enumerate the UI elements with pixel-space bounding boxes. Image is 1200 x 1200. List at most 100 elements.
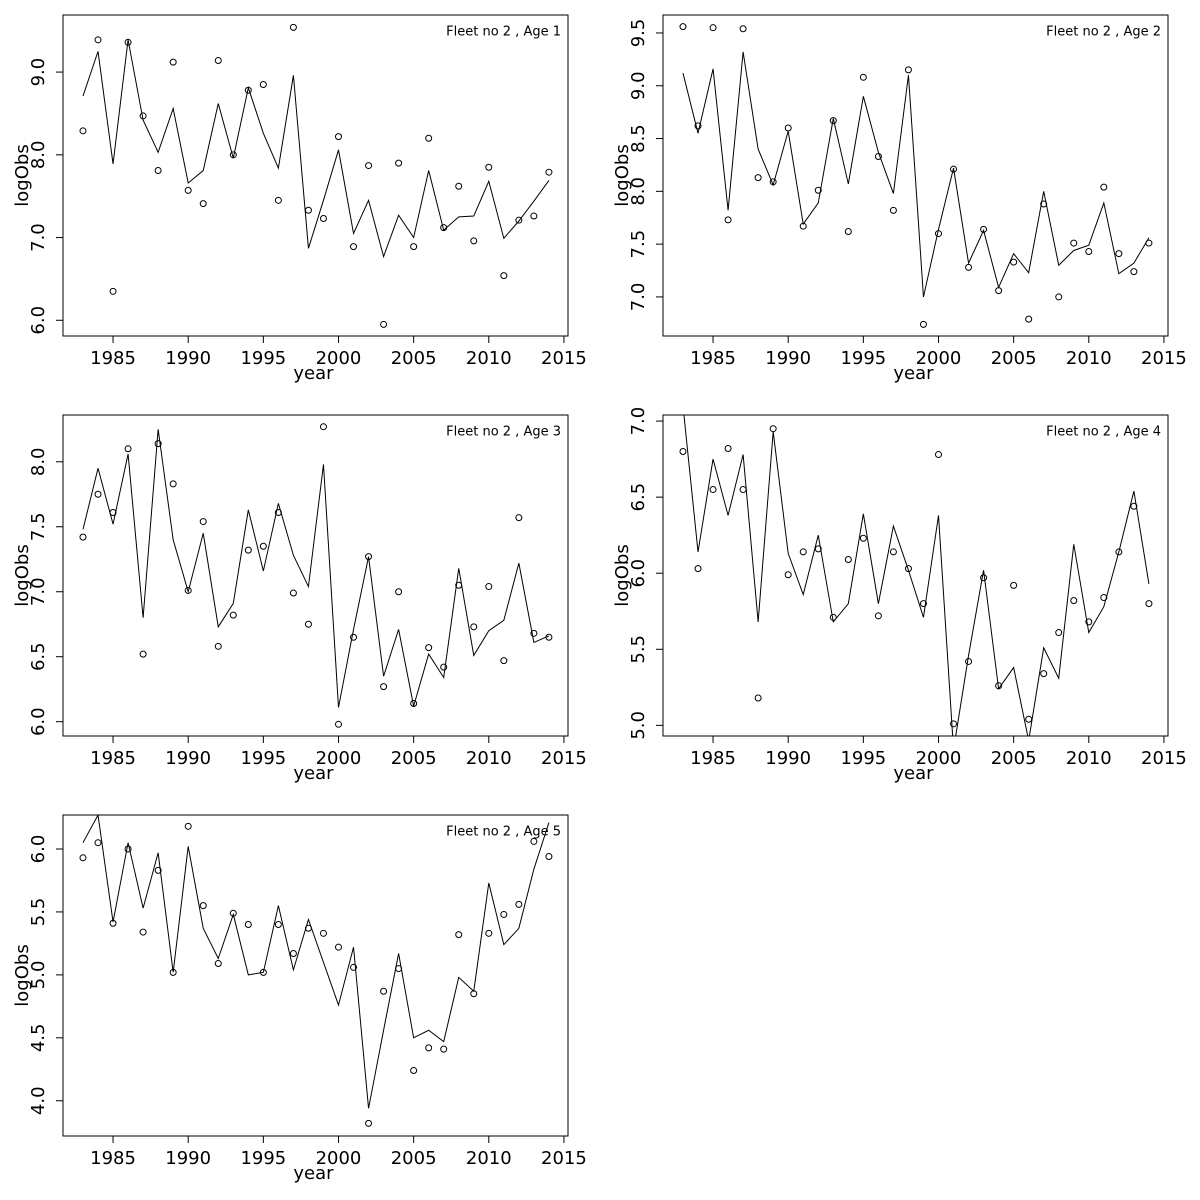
observation-point [694, 565, 702, 573]
observation-point [154, 167, 162, 175]
plot-box [662, 414, 1169, 737]
observation-point [79, 854, 87, 862]
y-tick-label: 5.0 [28, 961, 49, 990]
plot-area [79, 815, 553, 1127]
observation-point [1070, 239, 1078, 247]
observation-point [934, 451, 942, 459]
observation-point [79, 127, 87, 135]
fitted-line [682, 51, 1150, 298]
plot-box [62, 14, 569, 337]
observation-point [1130, 502, 1138, 510]
observation-point [124, 38, 132, 46]
observation-point [1145, 600, 1153, 608]
observation-point [109, 287, 117, 295]
observation-point [139, 928, 147, 936]
y-tick-label: 6.5 [28, 642, 49, 671]
y-tick-label: 9.0 [28, 58, 49, 87]
panel-title: Fleet no 2 , Age 1 [446, 25, 561, 40]
x-tick-label: 1990 [165, 348, 211, 369]
y-tick-label: 4.5 [28, 1023, 49, 1052]
observation-point [365, 1119, 373, 1127]
observation-point [859, 534, 867, 542]
observation-point [1010, 581, 1018, 589]
observation-point [844, 227, 852, 235]
observation-point [485, 929, 493, 937]
x-tick-label: 1995 [840, 748, 886, 769]
x-tick-label: 2000 [316, 1148, 362, 1169]
observation-point [304, 206, 312, 214]
plot-box [62, 414, 569, 737]
y-tick-label: 8.0 [628, 177, 649, 206]
observation-point [799, 548, 807, 556]
observation-point [515, 900, 523, 908]
observation-point [500, 910, 508, 918]
y-axis-label: logObs [612, 544, 633, 606]
x-tick-label: 2005 [991, 748, 1037, 769]
observation-point [859, 73, 867, 81]
observation-point [904, 66, 912, 74]
x-tick-label: 1990 [165, 1148, 211, 1169]
x-tick-label: 1995 [840, 348, 886, 369]
x-tick-label: 2010 [466, 1148, 512, 1169]
x-axis-label: year [893, 763, 934, 784]
observation-point [124, 845, 132, 853]
plot-area [679, 23, 1153, 328]
fitted-line [82, 39, 550, 259]
y-tick-label: 6.0 [28, 306, 49, 335]
observation-point [530, 837, 538, 845]
panel: 1985 1990 1995 2000 2005 2010 2015 7.0 7.5 8.0 8.5… [612, 14, 1187, 384]
x-tick-label: 1985 [690, 748, 736, 769]
y-axis-label: logObs [612, 144, 633, 206]
observation-point [259, 542, 267, 550]
observation-point [739, 486, 747, 494]
y-tick-label: 5.5 [28, 898, 49, 927]
y-tick-label: 6.0 [28, 707, 49, 736]
observation-point [965, 657, 973, 665]
observation-point [304, 620, 312, 628]
observation-point [184, 186, 192, 194]
observation-point [545, 168, 553, 176]
observation-point [470, 237, 478, 245]
observation-point [289, 949, 297, 957]
observation-point [94, 36, 102, 44]
observation-point [980, 574, 988, 582]
observation-point [1055, 293, 1063, 301]
observation-point [679, 448, 687, 456]
observation-point [334, 943, 342, 951]
y-tick-label: 5.5 [628, 635, 649, 664]
y-tick-label: 7.5 [628, 230, 649, 259]
plot-area [79, 423, 553, 728]
panel-title: Fleet no 2 , Age 5 [446, 825, 561, 840]
x-tick-label: 2000 [916, 348, 962, 369]
observation-point [530, 212, 538, 220]
observation-point [455, 931, 463, 939]
observation-point [154, 866, 162, 874]
observation-point [199, 518, 207, 526]
fitted-line [683, 415, 1150, 736]
observation-point [214, 642, 222, 650]
y-tick-label: 4.0 [28, 1086, 49, 1115]
observation-point [889, 206, 897, 214]
observation-point [500, 272, 508, 280]
observation-point [319, 929, 327, 937]
observation-point [1130, 268, 1138, 276]
y-tick-label: 9.5 [628, 19, 649, 48]
x-tick-label: 2015 [541, 748, 587, 769]
y-tick-label: 8.5 [628, 124, 649, 153]
x-tick-label: 2015 [541, 1148, 587, 1169]
plot-area [79, 23, 553, 328]
observation-point [694, 122, 702, 130]
observation-point [1115, 548, 1123, 556]
x-tick-label: 2015 [1141, 348, 1187, 369]
plot-box [62, 814, 569, 1137]
x-axis-label: year [293, 1163, 334, 1184]
observation-point [289, 23, 297, 31]
observation-point [199, 902, 207, 910]
x-tick-label: 2005 [991, 348, 1037, 369]
y-tick-label: 5.0 [628, 711, 649, 740]
observation-point [169, 58, 177, 66]
observation-point [139, 650, 147, 658]
observation-point [1055, 629, 1063, 637]
observation-point [784, 124, 792, 132]
y-axis-label: logObs [12, 944, 33, 1006]
